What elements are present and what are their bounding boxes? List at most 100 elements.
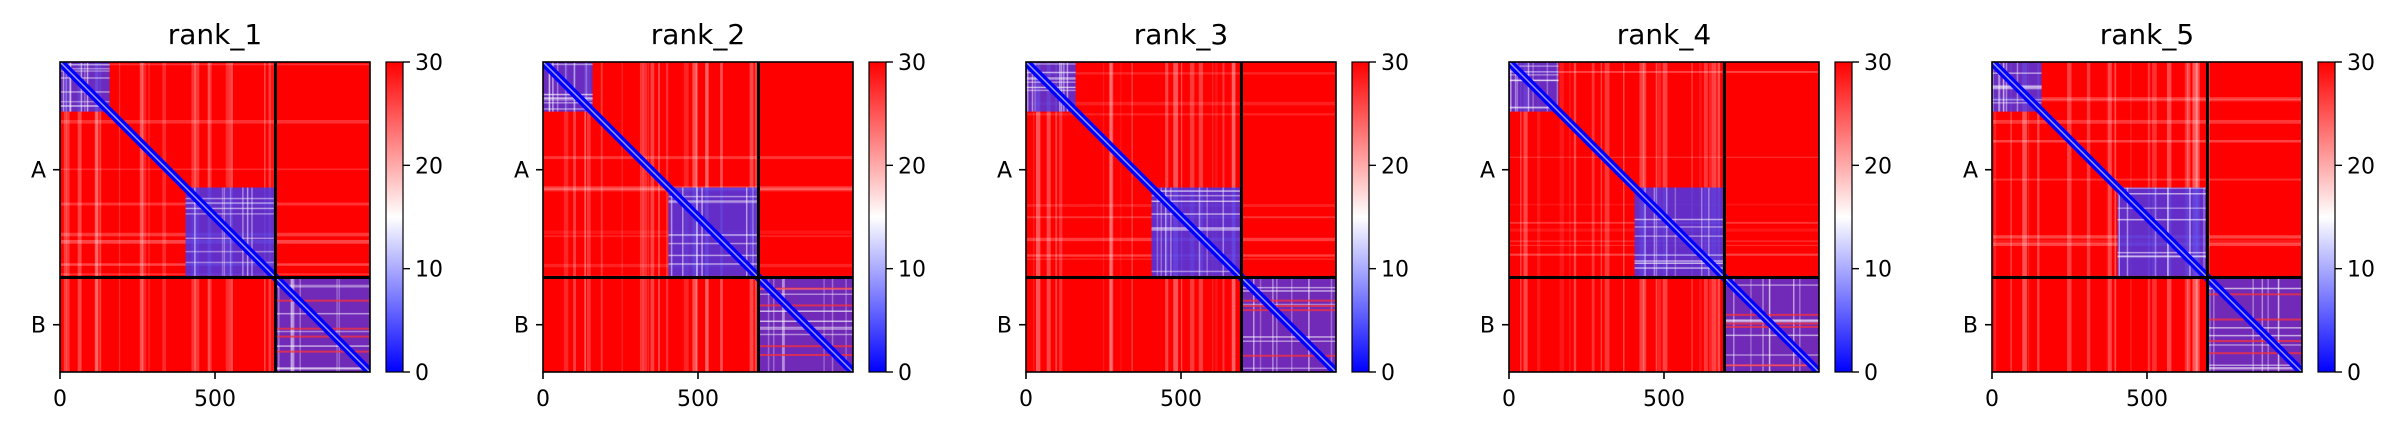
heatmap-texture xyxy=(185,202,274,204)
heatmap-streak xyxy=(1520,62,1522,372)
heatmap-texture xyxy=(242,187,244,276)
colorbar-tick-label: 30 xyxy=(415,51,443,76)
heatmap-streak xyxy=(2067,62,2072,372)
heatmap-texture xyxy=(668,254,757,257)
heatmap-texture xyxy=(670,187,673,276)
heatmap-texture xyxy=(772,277,775,372)
heatmap-streak xyxy=(2037,62,2040,372)
heatmap-texture xyxy=(1509,107,1559,109)
heatmap-diagonal-highlight xyxy=(543,62,853,372)
heatmap-texture xyxy=(1792,277,1795,372)
colorbar-tick-label: 20 xyxy=(415,154,443,179)
heatmap-streak xyxy=(647,62,650,372)
heatmap-streak xyxy=(2010,62,2012,372)
heatmap-cells xyxy=(1026,62,1336,372)
heatmap-streak xyxy=(99,62,102,372)
heatmap-streak xyxy=(1992,119,2302,124)
heatmap-texture xyxy=(2207,344,2302,346)
heatmap-streak xyxy=(118,62,121,372)
heatmap-texture xyxy=(1724,313,1819,316)
heatmap-texture xyxy=(1026,63,1076,65)
heatmap-texture xyxy=(60,63,110,66)
heatmap-streak xyxy=(66,62,70,372)
heatmap-texture xyxy=(185,261,274,264)
heatmap-texture xyxy=(1509,74,1559,76)
heatmap-texture xyxy=(758,310,853,312)
heatmap-cells xyxy=(1992,62,2302,372)
heatmap-streak xyxy=(665,62,669,372)
heatmap-streak xyxy=(2106,62,2111,372)
heatmap-streak xyxy=(2022,62,2028,372)
heatmap-texture xyxy=(1241,290,1336,292)
heatmap-texture xyxy=(1665,187,1668,276)
heatmap-texture xyxy=(1241,309,1336,312)
heatmap-streak xyxy=(1111,62,1114,372)
x-tick-label: 0 xyxy=(1502,387,1516,412)
heatmap-texture xyxy=(1644,187,1646,276)
x-tick-label: 0 xyxy=(1019,387,1033,412)
heatmap-texture xyxy=(1634,267,1723,269)
heatmap-streak xyxy=(1600,62,1603,372)
heatmap-texture xyxy=(758,353,853,356)
heatmap-texture xyxy=(2267,277,2269,372)
colorbar-tick-label: 20 xyxy=(898,154,926,179)
heatmap-streak xyxy=(1120,62,1122,372)
heatmap-streak xyxy=(650,62,655,372)
heatmap-texture xyxy=(275,312,370,315)
heatmap-streak xyxy=(584,62,587,372)
heatmap-texture xyxy=(1509,79,1559,82)
heatmap-streak xyxy=(1992,98,2302,102)
heatmap-streak xyxy=(2086,62,2091,372)
heatmap-texture xyxy=(1241,354,1336,357)
heatmap-streak xyxy=(1573,62,1577,372)
heatmap-texture xyxy=(2003,62,2005,112)
colorbar xyxy=(1834,61,1853,373)
heatmap-texture xyxy=(275,368,370,370)
x-tick-label: 500 xyxy=(1160,387,1202,412)
heatmap-streak xyxy=(658,62,660,372)
heatmap-texture xyxy=(1799,277,1801,372)
y-group-label: B xyxy=(1480,314,1495,339)
panel-title: rank_5 xyxy=(2100,18,2194,51)
heatmap-texture xyxy=(1724,284,1819,286)
heatmap-texture xyxy=(2167,187,2169,276)
heatmap-panel-1: rank_1 0 500 A B 0 10 20 30 xyxy=(31,18,443,412)
colorbar xyxy=(1351,61,1370,373)
heatmap-texture xyxy=(2209,277,2211,372)
heatmap-texture xyxy=(701,187,703,276)
heatmap-texture xyxy=(1634,218,1723,221)
y-group-label: A xyxy=(514,159,529,184)
heatmap-streak xyxy=(148,62,150,372)
heatmap-texture xyxy=(1151,270,1240,273)
heatmap-texture xyxy=(275,335,370,338)
heatmap-panel-4: rank_4 0 500 A B 0 10 20 30 xyxy=(1480,18,1892,412)
x-tick-label: 0 xyxy=(536,387,550,412)
heatmap-streak xyxy=(639,62,642,372)
heatmap-texture xyxy=(1160,187,1163,276)
heatmap-texture xyxy=(1509,65,1559,67)
heatmap-texture xyxy=(1330,277,1333,372)
heatmap-texture xyxy=(336,277,338,372)
x-tick-label: 500 xyxy=(2126,387,2168,412)
heatmap-streak xyxy=(1026,113,1336,116)
heatmap-texture xyxy=(2117,255,2206,258)
heatmap-diagonal-highlight xyxy=(60,62,370,372)
heatmap-texture xyxy=(752,187,754,276)
heatmap-diagonal-highlight xyxy=(1509,62,1819,372)
heatmap-texture xyxy=(556,62,559,112)
heatmap-texture xyxy=(543,108,593,110)
heatmap-texture xyxy=(2167,187,2169,276)
heatmap-texture xyxy=(1156,187,1159,276)
heatmap-texture xyxy=(1241,303,1336,306)
heatmap-streak xyxy=(1035,62,1041,372)
heatmap-texture xyxy=(246,187,249,276)
heatmap-texture xyxy=(1708,187,1710,276)
heatmap-streak xyxy=(1992,97,2302,101)
heatmap-texture xyxy=(1222,187,1224,276)
heatmap-texture xyxy=(69,62,71,112)
heatmap-streak xyxy=(142,62,147,372)
heatmap-texture xyxy=(668,263,757,265)
heatmap-texture xyxy=(292,277,295,372)
heatmap-streak xyxy=(1559,62,1564,372)
x-tick-label: 0 xyxy=(53,387,67,412)
